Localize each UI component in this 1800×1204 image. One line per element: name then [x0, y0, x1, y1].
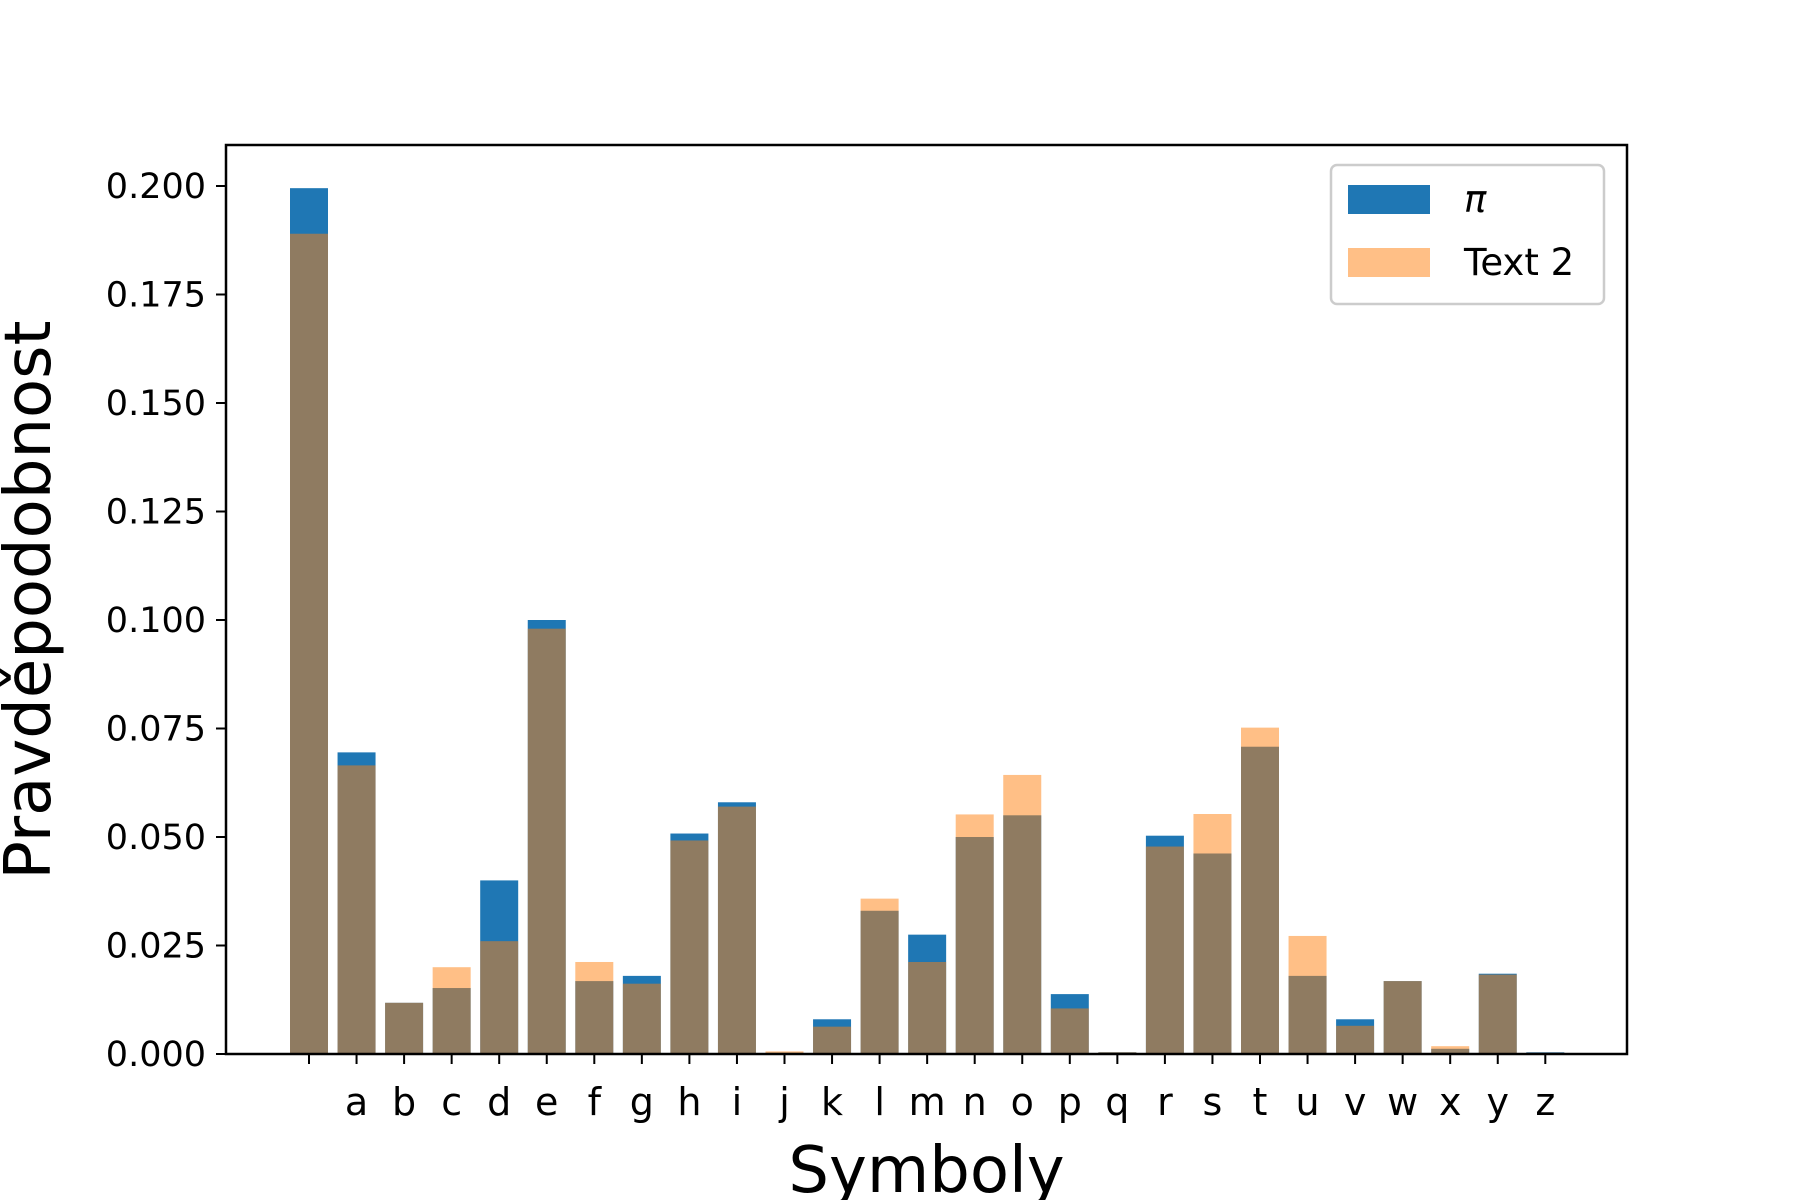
x-tick-label: f [588, 1080, 603, 1124]
bar-series-2-j [765, 1051, 804, 1054]
bar-series-2-a [337, 765, 376, 1054]
x-tick-label: u [1296, 1080, 1320, 1124]
bars-layer [290, 188, 1565, 1055]
x-tick-label: g [630, 1080, 654, 1124]
x-tick-label: o [1011, 1080, 1034, 1124]
x-tick-label: l [874, 1080, 885, 1124]
x-tick-label: e [535, 1080, 558, 1124]
legend-swatch [1348, 185, 1430, 214]
bar-series-2-e [527, 628, 566, 1054]
x-tick-label: r [1157, 1080, 1173, 1124]
x-tick-label: b [392, 1080, 416, 1124]
x-tick-label: p [1058, 1080, 1082, 1124]
bar-series-2-t [1241, 727, 1279, 1054]
x-tick-label: d [487, 1080, 511, 1124]
x-axis-label: Symboly [788, 1134, 1064, 1200]
x-tick-label: h [677, 1080, 701, 1124]
legend-swatch [1348, 248, 1430, 277]
y-tick-label: 0.100 [106, 601, 206, 641]
bar-series-2-c [432, 967, 471, 1054]
bar-series-2-v [1336, 1025, 1375, 1054]
bar-series-2-s [1193, 814, 1232, 1054]
bar-series-2-i [717, 806, 756, 1054]
x-tick-label: a [345, 1080, 368, 1124]
bar-series-2-l [860, 898, 899, 1054]
y-tick-label: 0.200 [106, 167, 206, 207]
bar-series-2-x [1431, 1046, 1470, 1054]
y-tick-label: 0.050 [106, 818, 206, 858]
bar-series-2-d [480, 941, 519, 1054]
y-tick-label: 0.000 [106, 1035, 206, 1075]
y-tick-label: 0.025 [106, 927, 206, 967]
x-tick-label: t [1253, 1080, 1268, 1124]
y-tick-label: 0.125 [106, 493, 206, 533]
x-tick-label: s [1203, 1080, 1223, 1124]
x-tick-label: n [963, 1080, 987, 1124]
bar-series-2-p [1050, 1008, 1089, 1054]
bar-series-2-f [575, 961, 614, 1054]
bar-series-2-w [1383, 981, 1422, 1054]
bar-series-2-r [1145, 846, 1184, 1054]
y-tick-label: 0.150 [106, 384, 206, 424]
x-tick-label: y [1487, 1080, 1510, 1124]
axes-layer: 0.000 0.025 0.050 0.075 0.100 0.125 0.150 0.175… [106, 143, 1629, 1124]
bar-series-2-space [290, 233, 328, 1055]
legend-label: Text 2 [1463, 241, 1574, 284]
bar-series-2-n [955, 814, 994, 1054]
x-tick-label: c [441, 1080, 462, 1124]
bar-series-2-y [1478, 974, 1517, 1054]
x-tick-label: i [732, 1080, 743, 1124]
x-tick-label: z [1535, 1080, 1555, 1124]
bar-series-2-o [1003, 774, 1042, 1054]
x-tick-label: v [1344, 1080, 1367, 1124]
x-tick-label: q [1105, 1080, 1129, 1124]
bar-series-2-u [1288, 935, 1327, 1054]
y-tick-label: 0.175 [106, 276, 206, 316]
chart-legend: π Text 2 [1329, 163, 1606, 306]
x-tick-label: m [909, 1080, 946, 1124]
x-tick-label: x [1439, 1080, 1462, 1124]
bar-series-2-h [670, 840, 709, 1054]
bar-series-2-m [908, 961, 947, 1054]
bar-series-2-k [813, 1026, 852, 1054]
bar-series-2-g [622, 983, 661, 1054]
y-tick-label: 0.075 [106, 710, 206, 750]
x-tick-label: k [821, 1080, 843, 1124]
x-tick-label: j [778, 1080, 790, 1124]
x-tick-label: w [1387, 1080, 1418, 1124]
bar-series-2-b [385, 1002, 424, 1054]
y-axis-label: Pravděpodobnost [0, 320, 66, 879]
legend-label: π [1464, 178, 1487, 221]
